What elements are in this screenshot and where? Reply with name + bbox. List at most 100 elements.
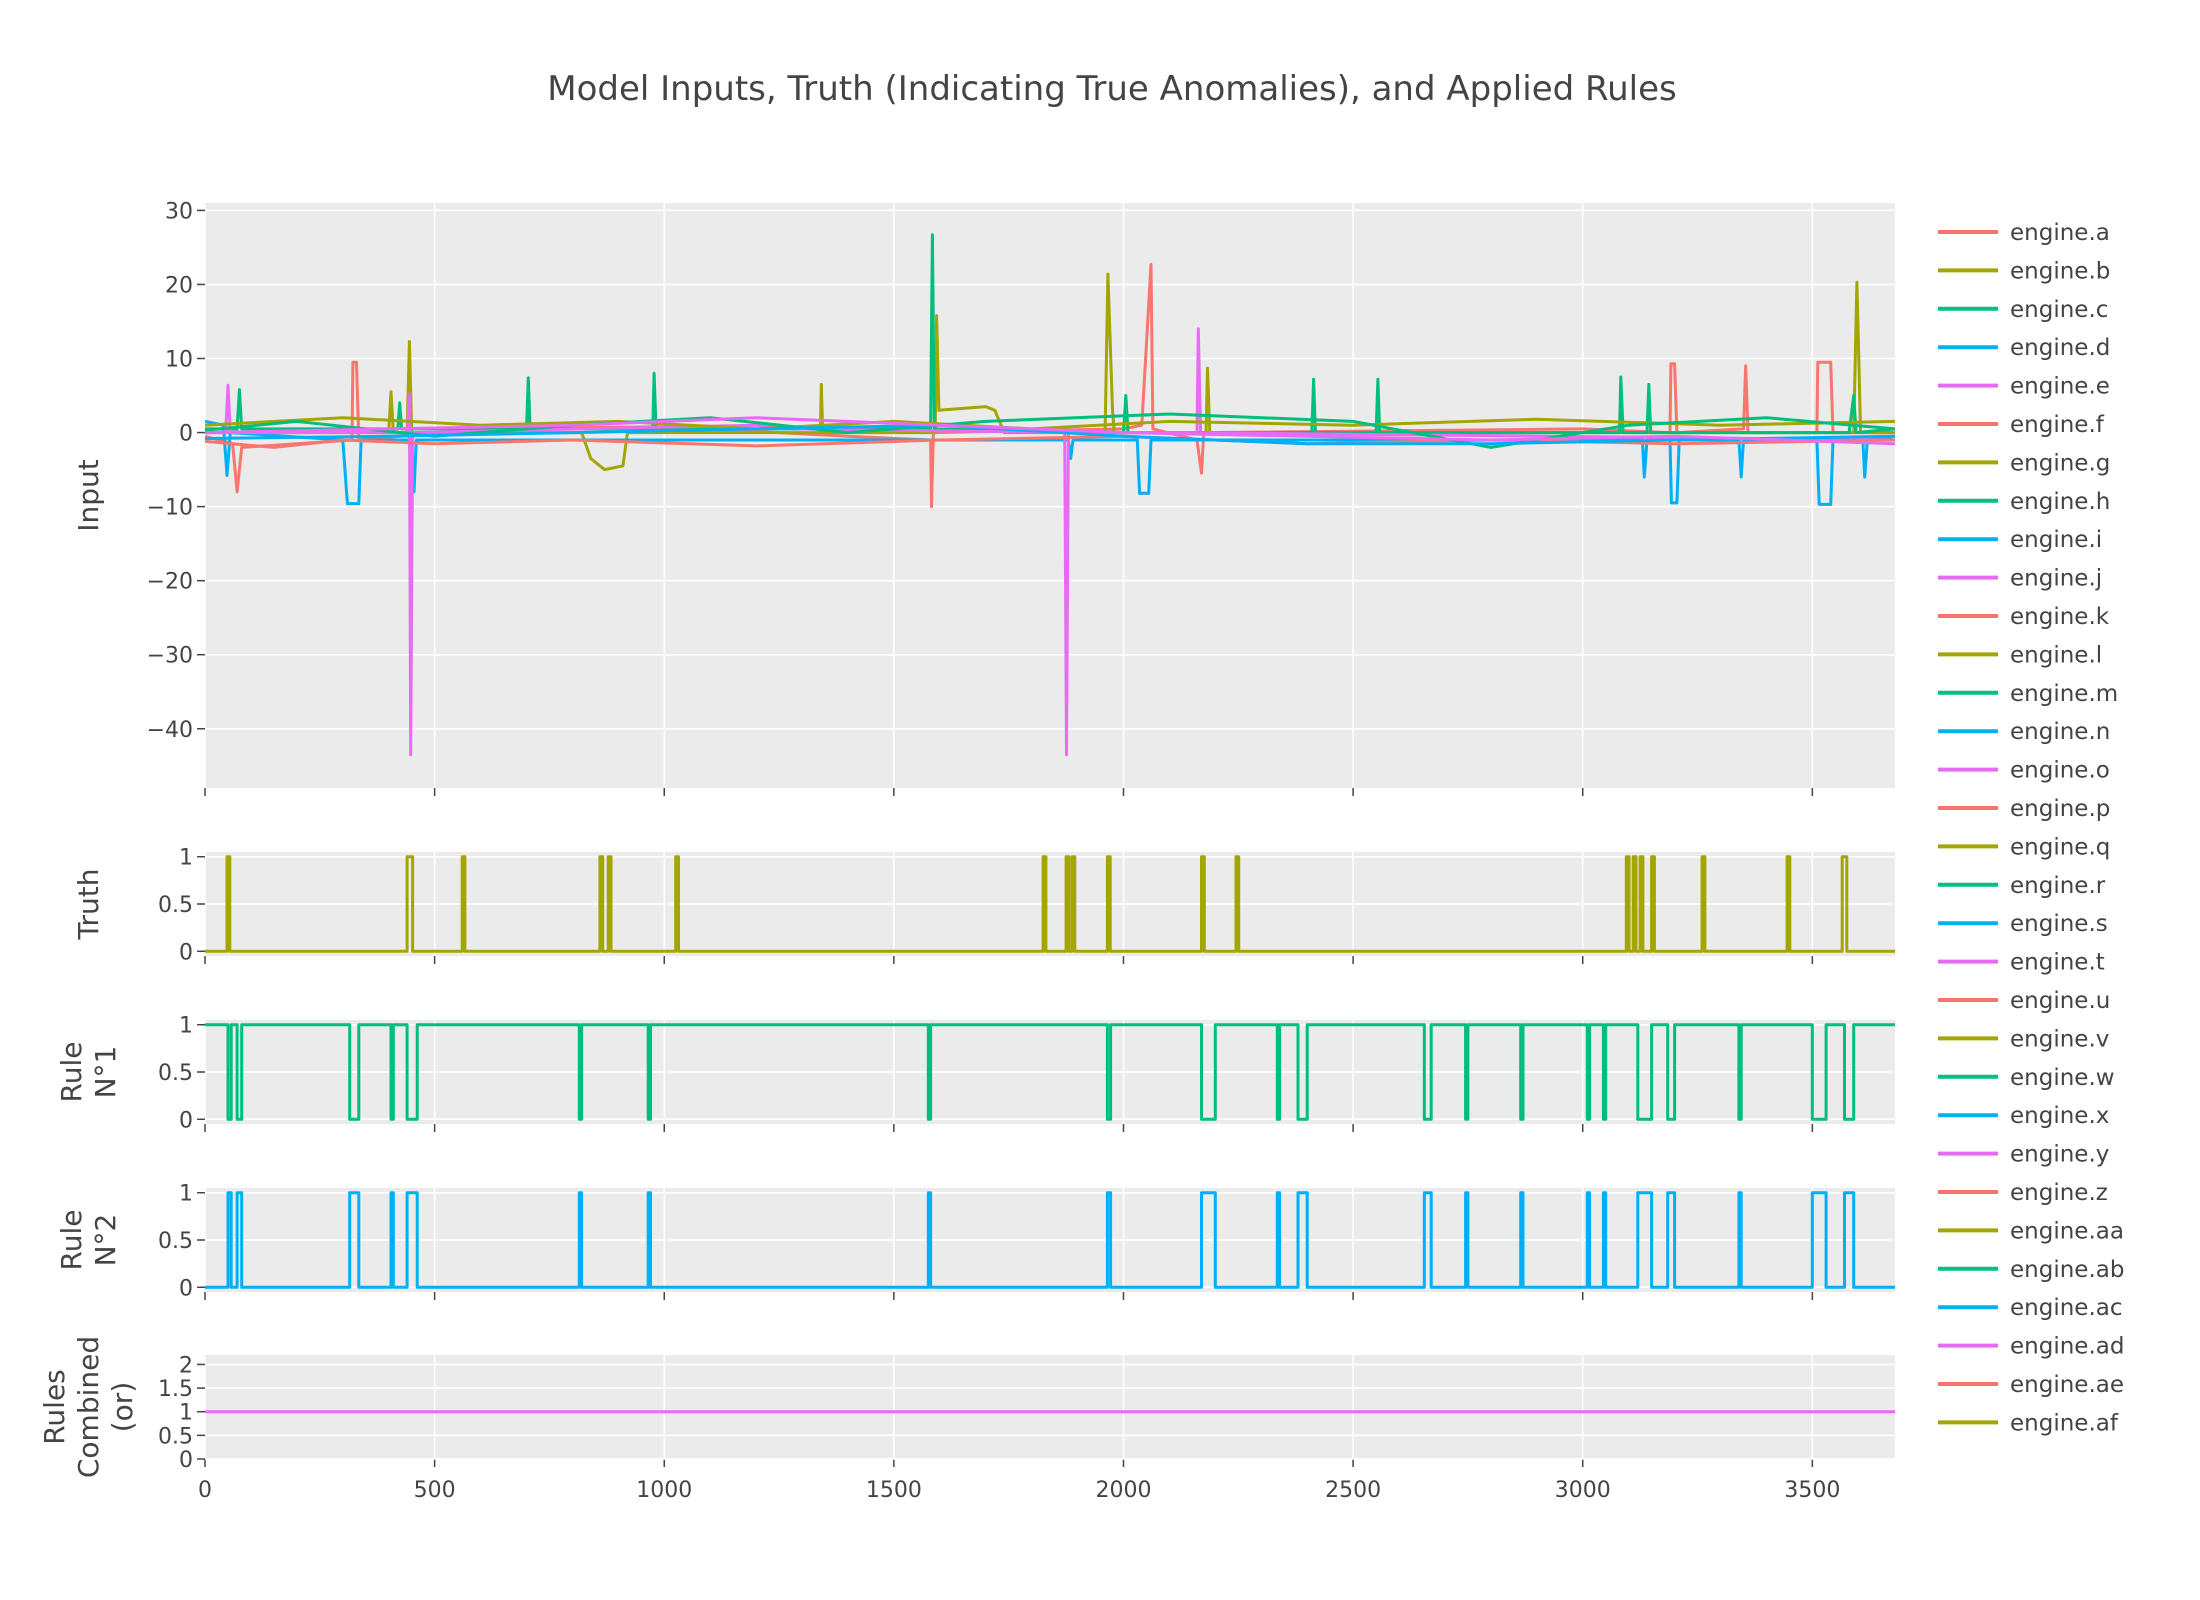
legend-item[interactable]: engine.y [1938, 1142, 2109, 1168]
series-group [205, 1191, 1895, 1289]
legend-item[interactable]: engine.g [1938, 450, 2110, 476]
y-axis-label: Input [72, 459, 105, 532]
legend-label: engine.m [2010, 681, 2118, 707]
y-tick-label: 0.5 [158, 893, 193, 918]
legend-label: engine.i [2010, 527, 2102, 553]
legend-label: engine.k [2010, 604, 2110, 630]
legend-label: engine.ab [2010, 1257, 2124, 1283]
legend-item[interactable]: engine.i [1938, 527, 2102, 553]
legend-item[interactable]: engine.aa [1938, 1218, 2124, 1244]
legend-item[interactable]: engine.o [1938, 758, 2110, 784]
legend-item[interactable]: engine.j [1938, 566, 2102, 592]
series-line [205, 1191, 1895, 1289]
legend-item[interactable]: engine.m [1938, 681, 2118, 707]
legend-label: engine.f [2010, 412, 2105, 438]
y-tick-label: 10 [165, 348, 193, 373]
y-axis-label: Truth [72, 869, 105, 941]
series-line [205, 855, 1895, 953]
y-tick-label: −20 [147, 570, 193, 595]
y-axis-label: (or) [106, 1382, 139, 1433]
legend-label: engine.ae [2010, 1372, 2124, 1398]
legend-label: engine.r [2010, 873, 2106, 899]
series-line [205, 419, 1895, 506]
y-tick-label: 0 [179, 940, 193, 965]
y-tick-label: 1 [179, 1182, 193, 1207]
y-axis-label: Rule [55, 1210, 88, 1271]
legend-item[interactable]: engine.ac [1938, 1295, 2123, 1321]
y-tick-label: 1.5 [158, 1377, 193, 1402]
y-tick-label: 1 [179, 1401, 193, 1426]
legend-item[interactable]: engine.k [1938, 604, 2110, 630]
legend-item[interactable]: engine.l [1938, 642, 2102, 668]
legend-label: engine.p [2010, 796, 2110, 822]
y-tick-label: 0.5 [158, 1061, 193, 1086]
legend-item[interactable]: engine.c [1938, 297, 2108, 323]
legend-item[interactable]: engine.d [1938, 335, 2110, 361]
legend-item[interactable]: engine.h [1938, 489, 2110, 515]
y-tick-label: 20 [165, 273, 193, 298]
x-tick-label: 1000 [636, 1478, 692, 1503]
legend-label: engine.c [2010, 297, 2108, 323]
legend-item[interactable]: engine.n [1938, 719, 2110, 745]
x-axis: 0 500 1000 1500 2000 2500 3000 3500 [198, 1478, 1840, 1503]
legend-item[interactable]: engine.b [1938, 258, 2110, 284]
y-axis-label: Rule [55, 1042, 88, 1103]
y-tick-label: 30 [165, 199, 193, 224]
legend-label: engine.x [2010, 1103, 2109, 1129]
y-tick-label: 2 [179, 1353, 193, 1378]
legend-item[interactable]: engine.u [1938, 988, 2110, 1014]
series-line [205, 1023, 1895, 1121]
legend-label: engine.w [2010, 1065, 2115, 1091]
legend-item[interactable]: engine.v [1938, 1026, 2109, 1052]
legend-item[interactable]: engine.w [1938, 1065, 2115, 1091]
legend-item[interactable]: engine.e [1938, 374, 2110, 400]
y-tick-label: 0 [179, 1448, 193, 1473]
legend-item[interactable]: engine.ae [1938, 1372, 2124, 1398]
series-line [205, 423, 1895, 446]
legend-label: engine.d [2010, 335, 2110, 361]
legend-label: engine.ad [2010, 1334, 2124, 1360]
legend-label: engine.g [2010, 450, 2110, 476]
legend-label: engine.o [2010, 758, 2110, 784]
series-group [205, 855, 1895, 953]
y-tick-label: 0 [179, 1108, 193, 1133]
x-tick-label: 2500 [1325, 1478, 1381, 1503]
legend-label: engine.y [2010, 1142, 2109, 1168]
plot-area [205, 1355, 1895, 1459]
x-tick-label: 3500 [1784, 1478, 1840, 1503]
y-axis-label: N°1 [89, 1046, 122, 1099]
legend-label: engine.v [2010, 1026, 2109, 1052]
x-tick-label: 0 [198, 1478, 212, 1503]
legend-label: engine.l [2010, 642, 2102, 668]
series-group [205, 233, 1895, 757]
legend-item[interactable]: engine.ab [1938, 1257, 2124, 1283]
legend-label: engine.q [2010, 834, 2110, 860]
panel-truth: 1 0.5 0 Truth [72, 846, 1895, 965]
legend-item[interactable]: engine.x [1938, 1103, 2109, 1129]
legend-item[interactable]: engine.q [1938, 834, 2110, 860]
legend-item[interactable]: engine.f [1938, 412, 2105, 438]
y-tick-label: 1 [179, 1014, 193, 1039]
legend-item[interactable]: engine.s [1938, 911, 2108, 937]
legend: engine.a engine.b engine.c engine.d engine.e… [1938, 220, 2124, 1436]
series-group [205, 1023, 1895, 1121]
y-tick-label: 0 [179, 422, 193, 447]
panel-combined: 21.510.50 Rules Combined (or) [38, 1336, 1895, 1478]
legend-item[interactable]: engine.a [1938, 220, 2110, 246]
legend-item[interactable]: engine.af [1938, 1410, 2119, 1436]
panel-rule1: 1 0.5 0 Rule N°1 [55, 1014, 1895, 1133]
legend-label: engine.n [2010, 719, 2110, 745]
legend-item[interactable]: engine.ad [1938, 1334, 2124, 1360]
legend-label: engine.s [2010, 911, 2108, 937]
series-line [205, 416, 1895, 446]
y-tick-label: 1 [179, 846, 193, 871]
legend-item[interactable]: engine.p [1938, 796, 2110, 822]
legend-item[interactable]: engine.t [1938, 950, 2105, 976]
legend-label: engine.aa [2010, 1218, 2124, 1244]
y-tick-label: 0.5 [158, 1229, 193, 1254]
legend-item[interactable]: engine.r [1938, 873, 2106, 899]
legend-item[interactable]: engine.z [1938, 1180, 2108, 1206]
x-tick-label: 3000 [1555, 1478, 1611, 1503]
chart-title: Model Inputs, Truth (Indicating True Ano… [547, 69, 1676, 109]
